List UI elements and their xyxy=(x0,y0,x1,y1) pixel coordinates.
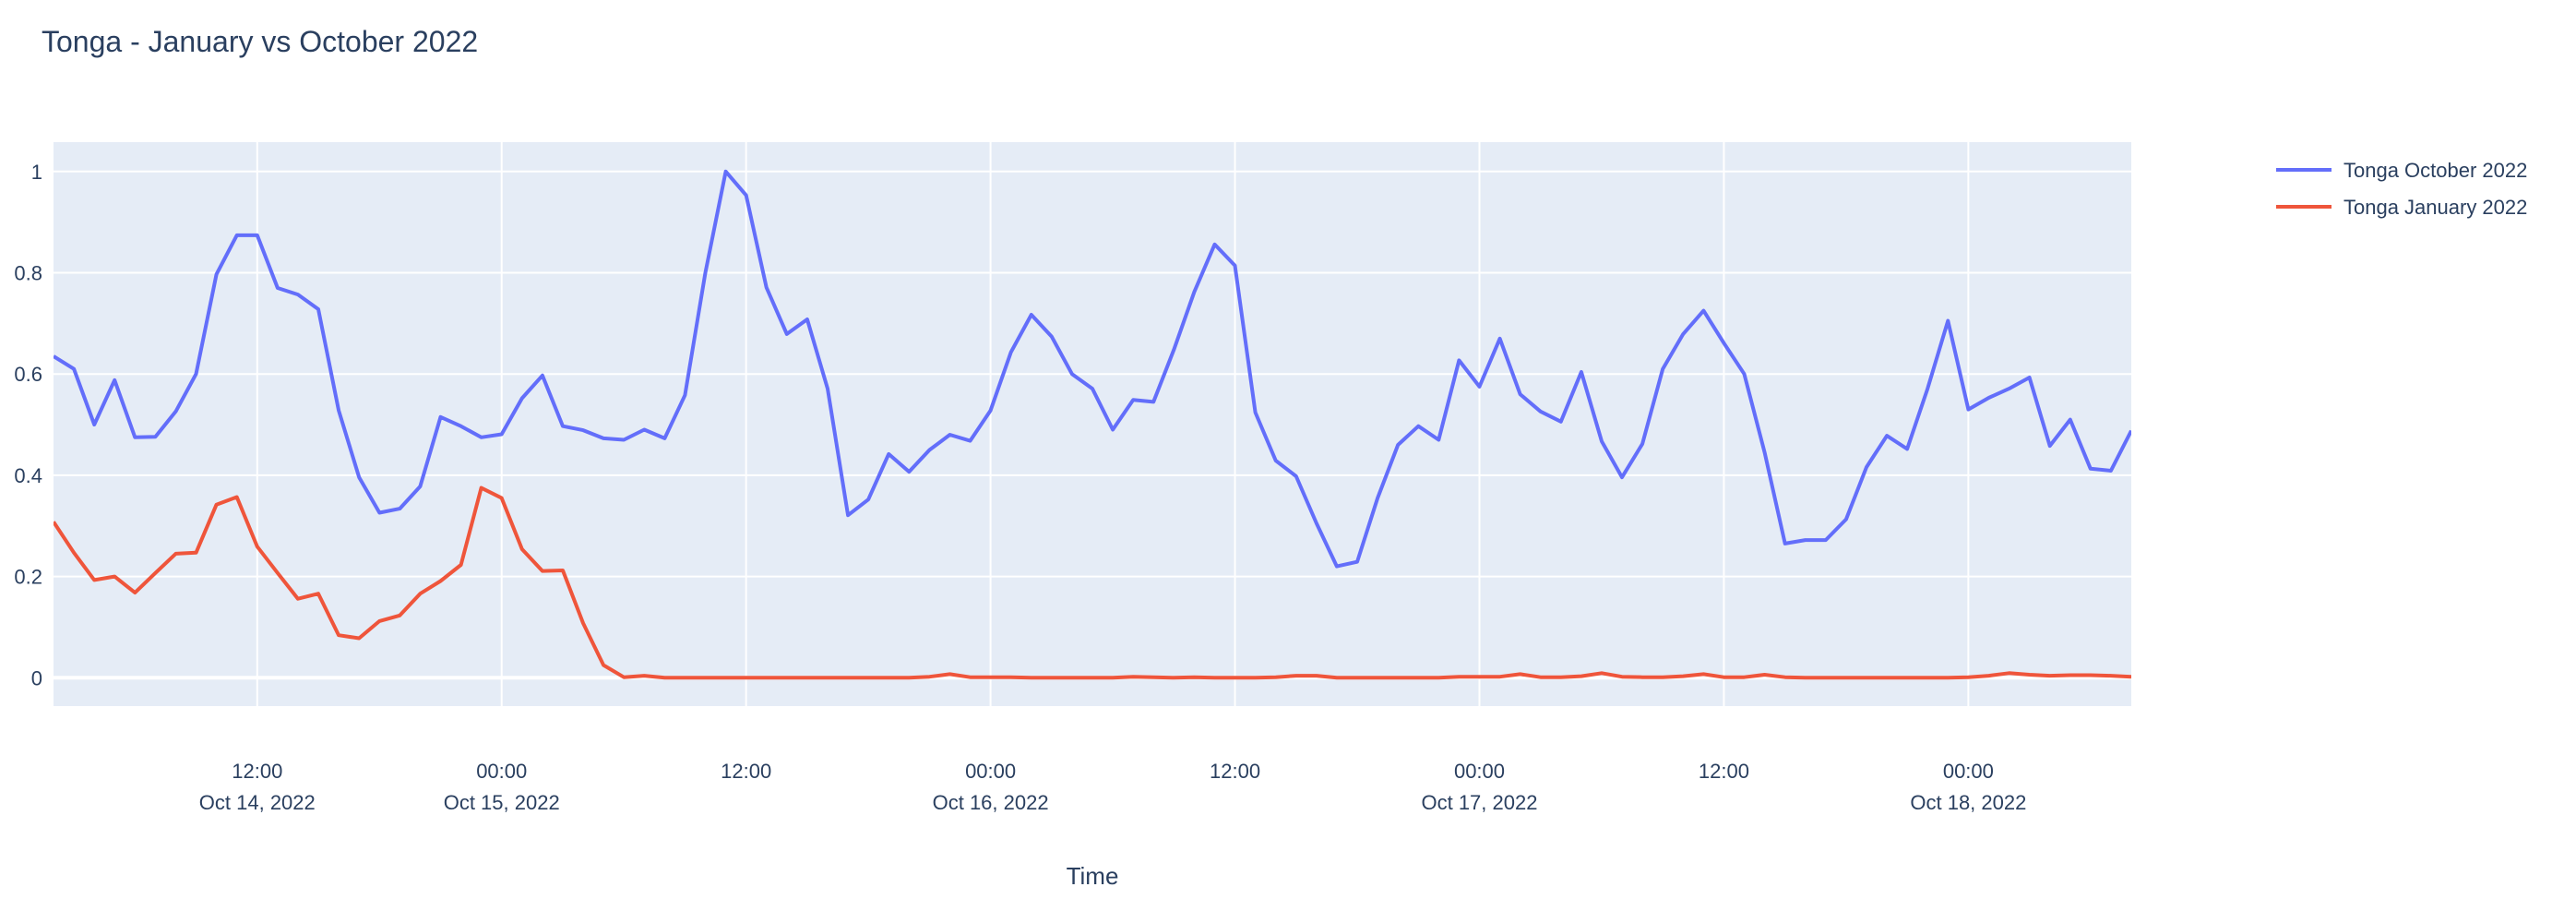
series-line-october[interactable] xyxy=(54,169,2131,569)
y-tick-label: 0.6 xyxy=(14,363,42,386)
x-axis-ticks: 12:00 Oct 14, 2022 00:00 Oct 15, 2022 12:00 0… xyxy=(199,760,2027,814)
legend: Tonga October 2022 Tonga January 2022 xyxy=(2276,159,2527,219)
plot-area[interactable] xyxy=(54,142,2131,706)
x-tick-date-label: Oct 17, 2022 xyxy=(1421,791,1537,814)
legend-label: Tonga October 2022 xyxy=(2343,159,2527,182)
y-tick-label: 0 xyxy=(31,666,42,689)
x-tick-date-label: Oct 16, 2022 xyxy=(933,791,1049,814)
legend-label: Tonga January 2022 xyxy=(2343,196,2527,219)
chart-title: Tonga - January vs October 2022 xyxy=(42,25,478,58)
series-line-january[interactable] xyxy=(54,485,2131,680)
y-tick-label: 1 xyxy=(31,161,42,184)
x-tick-date-label: Oct 18, 2022 xyxy=(1910,791,2026,814)
y-axis-ticks: 0 0.2 0.4 0.6 0.8 1 xyxy=(14,161,42,689)
x-tick-label: 00:00 xyxy=(1943,760,1994,783)
x-axis-title: Time xyxy=(1067,862,1119,890)
y-tick-label: 0.4 xyxy=(14,464,42,487)
legend-item[interactable]: Tonga October 2022 xyxy=(2276,159,2527,182)
x-tick-label: 00:00 xyxy=(1454,760,1505,783)
legend-item[interactable]: Tonga January 2022 xyxy=(2276,196,2527,219)
x-tick-label: 12:00 xyxy=(1210,760,1260,783)
y-tick-label: 0.8 xyxy=(14,262,42,285)
x-tick-date-label: Oct 14, 2022 xyxy=(199,791,316,814)
y-tick-label: 0.2 xyxy=(14,566,42,589)
x-tick-label: 12:00 xyxy=(232,760,282,783)
x-tick-label: 12:00 xyxy=(721,760,771,783)
x-tick-date-label: Oct 15, 2022 xyxy=(444,791,560,814)
series-lines xyxy=(54,169,2131,680)
gridlines xyxy=(54,142,2131,706)
x-tick-label: 00:00 xyxy=(965,760,1016,783)
x-tick-label: 12:00 xyxy=(1699,760,1749,783)
x-tick-label: 00:00 xyxy=(476,760,527,783)
